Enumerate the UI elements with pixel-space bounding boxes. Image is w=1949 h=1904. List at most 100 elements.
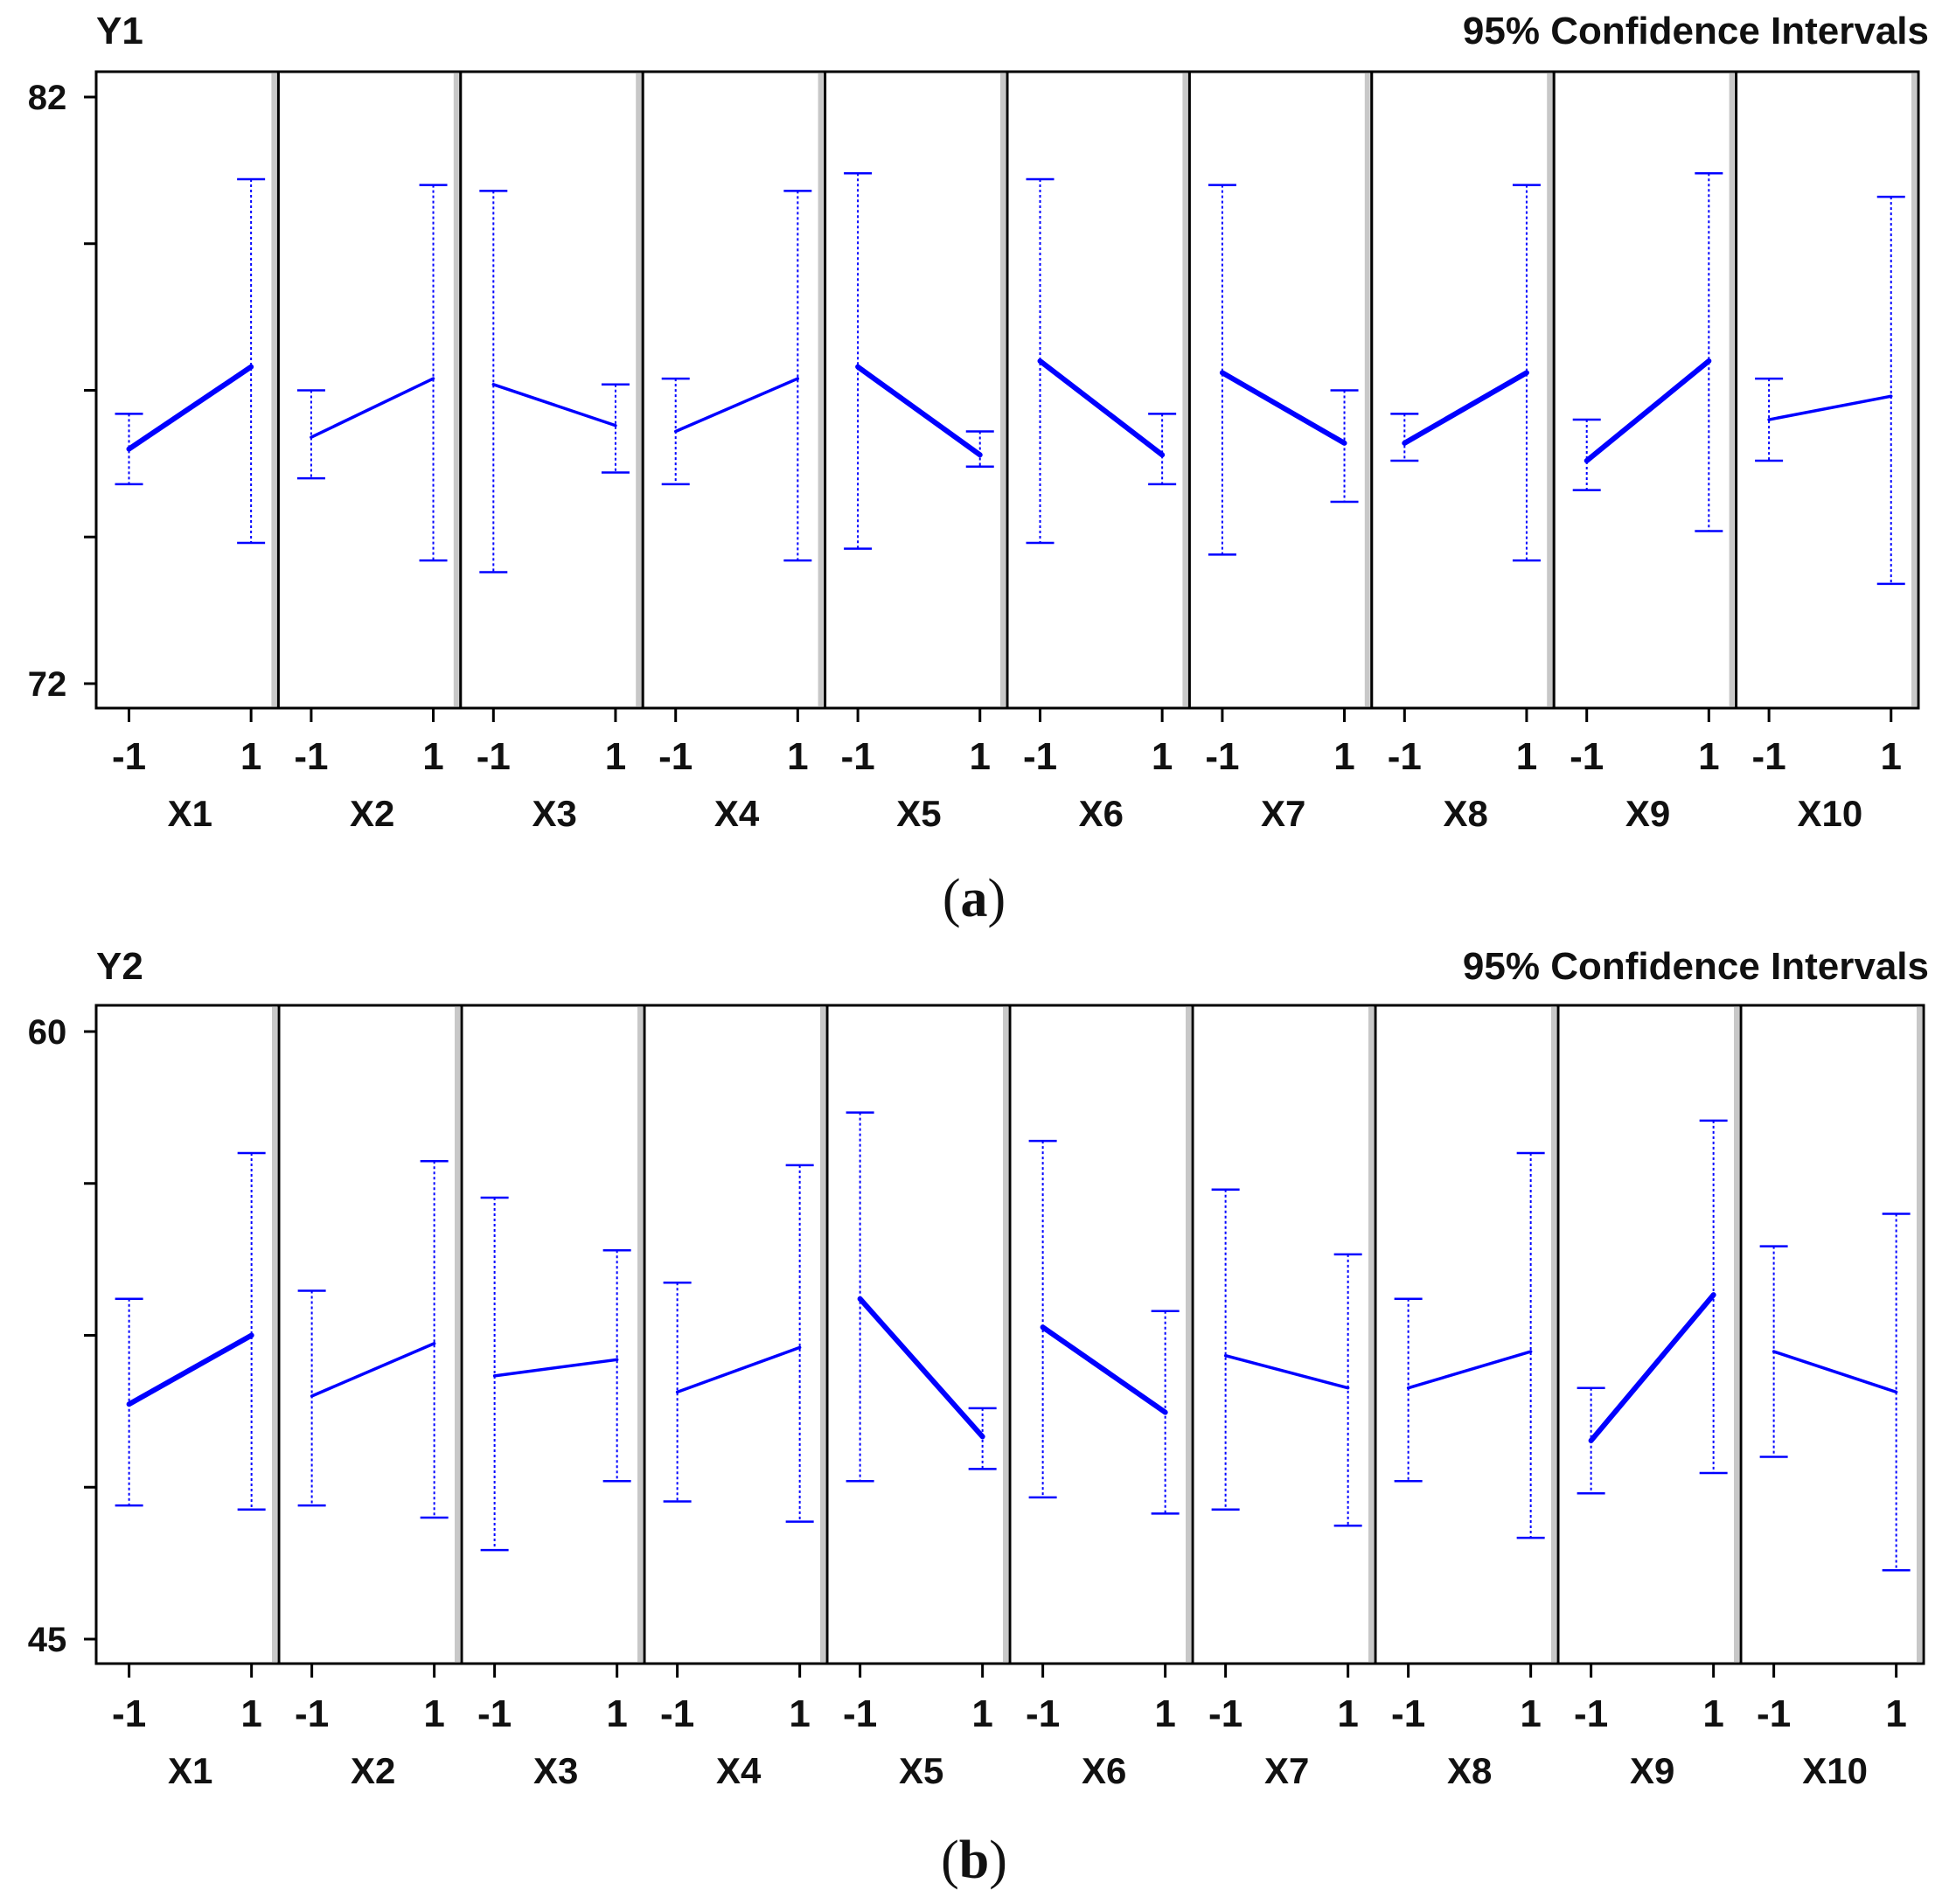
panel-a-panel-shade <box>453 73 459 706</box>
panel-b-x-tick-label: 1 <box>423 1692 444 1735</box>
panel-b-x-tick-label: -1 <box>1026 1692 1060 1735</box>
panel-a-x-tick-label: 1 <box>1152 735 1173 778</box>
panel-b-panel-shade <box>1551 1007 1556 1662</box>
panel-a-factor-panel-x9 <box>1552 70 1738 710</box>
panel-b-x-tick-label: 1 <box>1885 1692 1906 1735</box>
panel-a-x7-effect-line <box>1219 370 1347 446</box>
panel-b-x-tick-label: -1 <box>843 1692 877 1735</box>
panel-b-x5-effect-line <box>857 1296 985 1440</box>
panel-b-x-tick-label: -1 <box>477 1692 512 1735</box>
panel-a-x-tick-label: 1 <box>422 735 443 778</box>
panel-a-x-tick-label: -1 <box>294 735 328 778</box>
panel-a-x9-effect-line <box>1584 358 1712 464</box>
panel-b-x10-effect-line <box>1772 1350 1898 1394</box>
panel-a-panel-shade <box>1547 73 1553 706</box>
panel-b-panel-shade <box>272 1007 277 1662</box>
panel-a-x6-effect-line <box>1037 358 1166 458</box>
panel-b-factor-label-x4: X4 <box>716 1750 762 1791</box>
panel-a-x-tick-label: -1 <box>841 735 875 778</box>
panel-a-x-tick-label: -1 <box>1205 735 1239 778</box>
panel-b-x-tick-label: 1 <box>1520 1692 1541 1735</box>
panel-a-response-label: Y1 <box>96 10 143 52</box>
panel-b-x-tick-label: -1 <box>295 1692 329 1735</box>
panel-a-x8-effect-line <box>1402 370 1529 446</box>
panel-b-x6-effect-line <box>1040 1324 1168 1415</box>
panel-b-factor-panel-x6 <box>1008 1004 1194 1665</box>
panel-a-panel-shade <box>1364 73 1370 706</box>
panel-a: Y1 95% Confidence Intervals 72 82 -1 1 X1 -1 1… <box>28 10 1929 928</box>
panel-b-x8-effect-line <box>1406 1350 1533 1390</box>
panel-a-panel-shade <box>271 73 277 706</box>
panel-b-panel-shade <box>455 1007 460 1662</box>
panel-a-x-tick-label: 1 <box>240 735 261 778</box>
panel-a-factor-label-x9: X9 <box>1625 793 1670 834</box>
panel-b-factor-panel-x9 <box>1556 1004 1743 1665</box>
panel-b-response-label: Y2 <box>96 945 143 988</box>
panel-a-factor-panel-x8 <box>1370 70 1556 710</box>
panel-b-factor-label-x5: X5 <box>899 1750 943 1791</box>
panel-a-panel-shade <box>1182 73 1188 706</box>
panel-b-factor-label-x6: X6 <box>1082 1750 1126 1791</box>
panel-b-factor-label-x9: X9 <box>1630 1750 1674 1791</box>
panel-a-factor-panel-x6 <box>1006 70 1191 710</box>
panel-b-confidence-caption: 95% Confidence Intervals <box>1463 945 1929 988</box>
panel-b-x-tick-label: -1 <box>1757 1692 1791 1735</box>
panel-a-factor-label-x3: X3 <box>532 793 576 834</box>
panel-b-x9-effect-line <box>1588 1292 1716 1443</box>
panel-a-x2-effect-line <box>310 377 435 439</box>
panel-b-x-tick-label: 1 <box>971 1692 992 1735</box>
panel-b-x-tick-label: 1 <box>1702 1692 1723 1735</box>
panel-b-factor-label-x7: X7 <box>1264 1750 1309 1791</box>
panel-b-panel-shade <box>637 1007 643 1662</box>
panel-a-factor-label-x7: X7 <box>1261 793 1305 834</box>
panel-b-y-tick-label: 45 <box>28 1621 67 1659</box>
panel-b-factor-panel-x2 <box>277 1004 463 1665</box>
panel-b-factor-label-x1: X1 <box>168 1750 212 1791</box>
panel-b-x3-effect-line <box>492 1358 619 1378</box>
panel-b-factor-panel-x3 <box>460 1004 646 1665</box>
panel-b-factor-label-x10: X10 <box>1802 1750 1868 1791</box>
panel-b-x-tick-label: -1 <box>1574 1692 1608 1735</box>
panel-a-factor-label-x4: X4 <box>714 793 760 834</box>
panel-a-x-tick-label: 1 <box>605 735 626 778</box>
panel-a-panel-shade <box>636 73 642 706</box>
panel-b-sublabel: (b) <box>941 1831 1007 1890</box>
panel-a-x4-effect-line <box>673 377 800 434</box>
panel-a-x3-effect-line <box>491 383 617 427</box>
panel-b-x1-effect-line <box>126 1332 254 1407</box>
panel-a-confidence-caption: 95% Confidence Intervals <box>1463 10 1929 52</box>
panel-b-x-tick-label: 1 <box>1154 1692 1175 1735</box>
panel-a-y-tick-label: 72 <box>28 665 67 704</box>
panel-b-factor-label-x2: X2 <box>351 1750 395 1791</box>
panel-b-x7-effect-line <box>1223 1353 1350 1390</box>
panel-a-x-tick-label: 1 <box>1880 735 1901 778</box>
panel-b: Y2 95% Confidence Intervals 45 60 -1 1 X1 -1 1… <box>28 945 1929 1890</box>
panel-b-x2-effect-line <box>310 1342 436 1398</box>
panel-b-x-tick-label: 1 <box>789 1692 810 1735</box>
panel-b-panel-shade <box>1368 1007 1374 1662</box>
panel-a-x-tick-label: 1 <box>1516 735 1537 778</box>
panel-a-x-tick-label: -1 <box>1023 735 1057 778</box>
panel-b-factor-label-x8: X8 <box>1447 1750 1492 1791</box>
panel-a-factor-panel-x5 <box>824 70 1009 710</box>
panel-a-factor-label-x6: X6 <box>1079 793 1124 834</box>
panel-a-x10-effect-line <box>1767 394 1893 421</box>
panel-b-factor-panel-x10 <box>1739 1004 1925 1665</box>
panel-b-factor-panel-x5 <box>825 1004 1012 1665</box>
panel-b-x-tick-label: -1 <box>660 1692 694 1735</box>
panel-a-factor-label-x1: X1 <box>168 793 212 834</box>
panel-a-x-tick-label: -1 <box>1388 735 1422 778</box>
panel-a-x-tick-label: 1 <box>1333 735 1354 778</box>
panel-b-x-tick-label: 1 <box>240 1692 261 1735</box>
panel-a-x-tick-label: -1 <box>658 735 693 778</box>
panel-b-panel-shade <box>820 1007 825 1662</box>
panel-b-factor-panel-x8 <box>1374 1004 1560 1665</box>
panel-a-x-tick-label: -1 <box>112 735 146 778</box>
panel-a-factor-label-x8: X8 <box>1443 793 1487 834</box>
panel-a-sublabel-letter: a <box>961 869 988 928</box>
panel-a-factor-panel-x1 <box>94 70 280 710</box>
panel-a-x-tick-label: 1 <box>969 735 990 778</box>
